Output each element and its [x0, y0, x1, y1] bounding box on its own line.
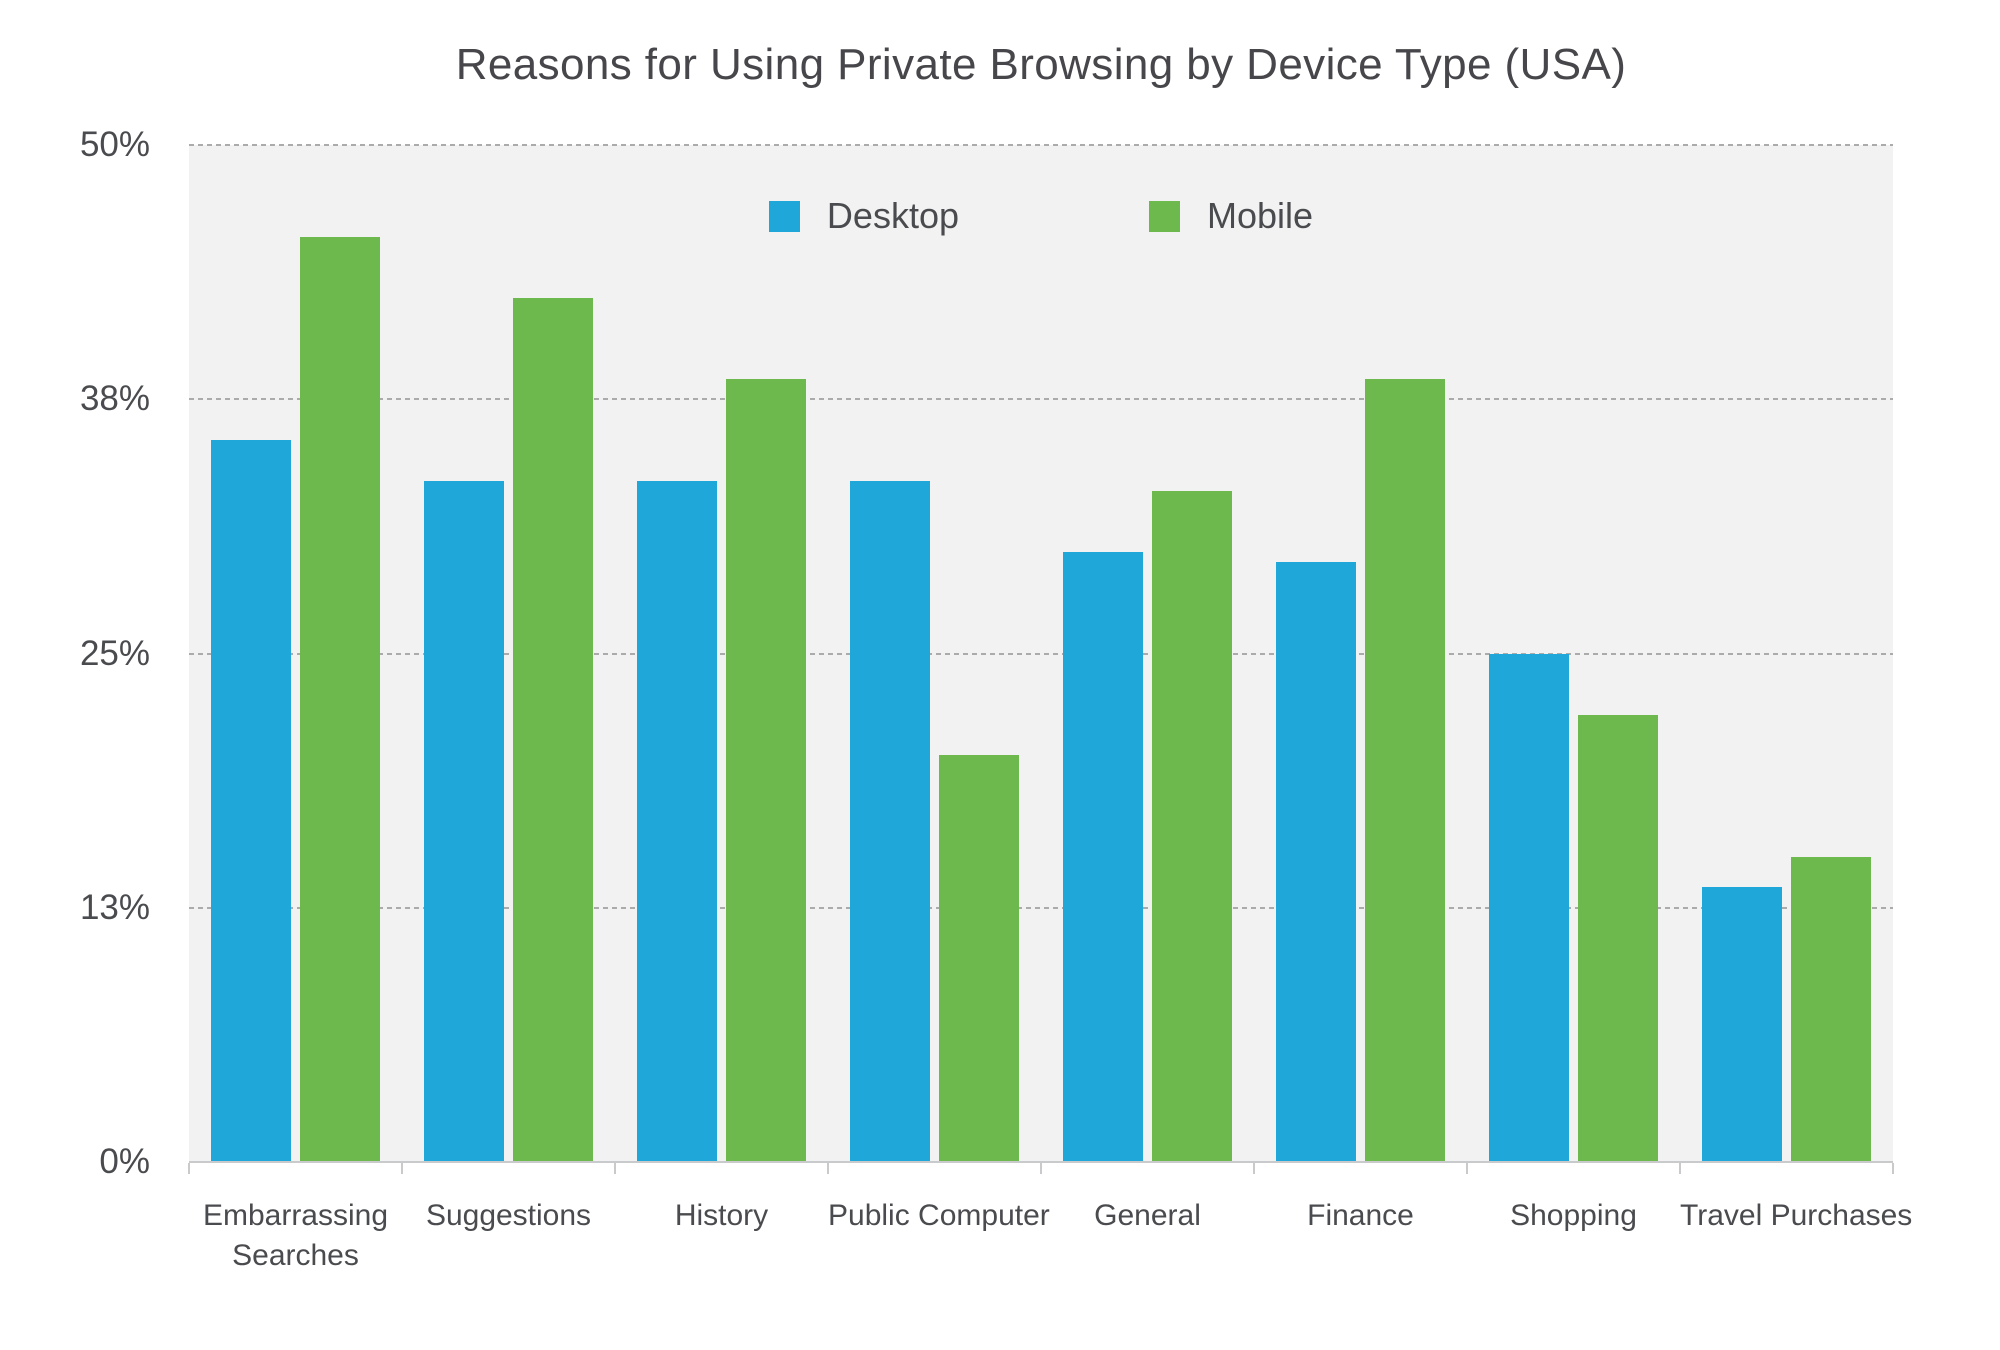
category-group: [402, 145, 615, 1162]
x-category-label: Travel Purchases: [1680, 1196, 1913, 1276]
axis-tick: [1466, 1163, 1468, 1174]
bar-mobile: [300, 236, 380, 1162]
chart-title: Reasons for Using Private Browsing by De…: [455, 40, 1627, 89]
x-category-label-line: Travel Purchases: [1680, 1199, 1913, 1232]
category-group: [189, 145, 402, 1162]
bar-desktop: [637, 480, 717, 1162]
x-category-label: Finance: [1254, 1196, 1467, 1276]
x-category-label: Suggestions: [402, 1196, 615, 1276]
legend: Desktop Mobile: [189, 195, 1893, 237]
category-group: [615, 145, 828, 1162]
bar-mobile: [1365, 378, 1445, 1162]
bar-mobile: [513, 297, 593, 1162]
y-tick-label: 38%: [79, 379, 150, 419]
x-category-label: General: [1041, 1196, 1254, 1276]
bar-mobile: [1152, 490, 1232, 1162]
x-category-label-line: Searches: [232, 1239, 359, 1272]
axis-tick: [827, 1163, 829, 1174]
legend-item-mobile: Mobile: [1149, 195, 1313, 237]
x-category-label-line: History: [674, 1199, 769, 1232]
bar-mobile: [939, 755, 1019, 1162]
category-group: [1254, 145, 1467, 1162]
category-group: [828, 145, 1041, 1162]
x-category-label-line: Embarrassing: [202, 1199, 389, 1232]
legend-swatch-mobile-icon: [1149, 200, 1180, 232]
y-tick-label: 13%: [79, 887, 150, 927]
axis-tick: [1679, 1163, 1681, 1174]
x-axis-ticks: [188, 1162, 1894, 1174]
axis-tick: [1892, 1163, 1894, 1174]
bar-desktop: [1063, 551, 1143, 1162]
category-group: [1041, 145, 1254, 1162]
bar-desktop: [1276, 561, 1356, 1162]
x-category-label: Embarrassing Searches: [189, 1196, 402, 1276]
axis-tick: [614, 1163, 616, 1174]
x-category-label-line: Finance: [1307, 1199, 1414, 1232]
axis-tick: [1253, 1163, 1255, 1174]
bar-groups: [189, 145, 1893, 1162]
legend-swatch-desktop-icon: [768, 200, 800, 232]
category-group: [1680, 145, 1893, 1162]
x-category-label: Shopping: [1467, 1196, 1680, 1276]
gridline: [189, 652, 1893, 655]
bar-desktop: [850, 480, 930, 1162]
y-tick-label: 50%: [79, 125, 150, 164]
y-tick-label: 0%: [99, 1142, 150, 1181]
x-category-label-line: General: [1094, 1199, 1201, 1232]
x-category-label-line: Public Computer: [828, 1199, 1050, 1232]
bar-mobile: [726, 378, 806, 1162]
x-category-label: Public Computer: [828, 1196, 1050, 1276]
bar-desktop: [211, 439, 291, 1162]
x-category-label: History: [615, 1196, 828, 1276]
category-group: [1467, 145, 1680, 1162]
legend-item-desktop: Desktop: [768, 195, 959, 237]
gridline: [189, 144, 1893, 146]
legend-label-mobile: Mobile: [1207, 195, 1314, 236]
bar-mobile: [1578, 714, 1658, 1162]
axis-tick: [1040, 1163, 1042, 1174]
bar-mobile: [1791, 856, 1871, 1162]
axis-tick: [401, 1163, 403, 1174]
gridline: [189, 398, 1893, 401]
legend-label-desktop: Desktop: [826, 195, 959, 236]
gridline: [189, 906, 1893, 909]
bar-desktop: [1489, 653, 1569, 1162]
plot-area: Desktop Mobile: [189, 144, 1893, 1163]
bar-desktop: [1702, 887, 1782, 1162]
x-category-label-line: Suggestions: [425, 1199, 592, 1232]
y-tick-label: 25%: [79, 633, 150, 673]
x-category-label-line: Shopping: [1510, 1199, 1637, 1232]
axis-tick: [188, 1163, 190, 1174]
y-axis-labels: 50% 38% 25% 13% 0%: [0, 125, 150, 1181]
x-axis-labels: Embarrassing Searches Suggestions History Pu…: [189, 1196, 1913, 1276]
x-axis-line: [189, 1161, 1893, 1163]
bar-desktop: [424, 480, 504, 1162]
